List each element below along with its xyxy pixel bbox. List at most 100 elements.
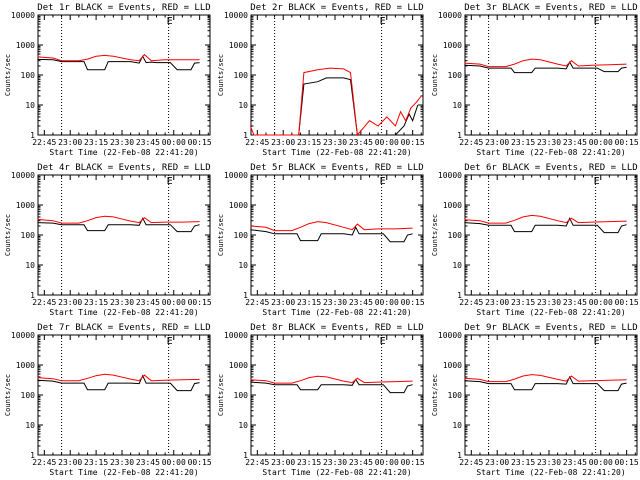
y-tick-label: 100: [21, 71, 36, 80]
events-series-line: [298, 77, 419, 136]
plot-frame: [250, 334, 424, 456]
y-tick-label: 10: [452, 101, 462, 110]
y-tick-label: 1: [457, 291, 462, 300]
x-tick-label: 23:00: [271, 298, 295, 307]
y-tick-label: 10000: [11, 11, 35, 20]
x-tick-label: 00:00: [375, 298, 399, 307]
x-axis-label: Start Time (22-Feb-08 22:41:20): [476, 148, 625, 157]
plot-title: Det 8r BLACK = Events, RED = LLD: [250, 323, 423, 333]
x-axis-label: Start Time (22-Feb-08 22:41:20): [49, 468, 198, 477]
events-series-line: [37, 374, 200, 392]
y-tick-label: 1: [243, 131, 248, 140]
y-tick-label: 10000: [438, 11, 462, 20]
corner-marker: E: [167, 176, 173, 187]
x-tick-label: 00:00: [375, 458, 399, 467]
plot-frame: [37, 174, 211, 296]
x-axis-label: Start Time (22-Feb-08 22:41:20): [262, 468, 411, 477]
x-tick-label: 23:15: [511, 458, 535, 467]
plot-title: Det 4r BLACK = Events, RED = LLD: [37, 163, 210, 173]
y-tick-label: 10: [452, 261, 462, 270]
x-tick-label: 00:00: [375, 138, 399, 147]
y-tick-label: 1000: [229, 41, 248, 50]
x-tick-label: 00:15: [401, 138, 425, 147]
y-axis-label: Counts/sec: [431, 54, 439, 96]
x-tick-label: 22:45: [245, 458, 269, 467]
x-tick-label: 23:00: [58, 458, 82, 467]
x-tick-label: 23:30: [110, 458, 134, 467]
detector-plot-8: Det 8r BLACK = Events, RED = LLD 1 10 100 10…: [217, 323, 425, 477]
y-tick-label: 10: [25, 101, 35, 110]
x-tick-label: 23:30: [537, 298, 561, 307]
x-tick-label: 23:15: [297, 298, 321, 307]
corner-marker: E: [594, 336, 600, 347]
y-axis-label: Counts/sec: [4, 214, 12, 256]
plot-frame: [37, 334, 211, 456]
x-tick-label: 00:15: [615, 458, 639, 467]
events-series-line: [37, 217, 200, 233]
plot-title: Det 5r BLACK = Events, RED = LLD: [250, 163, 423, 173]
x-axis-label: Start Time (22-Feb-08 22:41:20): [476, 468, 625, 477]
y-tick-label: 1000: [443, 201, 462, 210]
lld-series-line: [250, 221, 413, 232]
x-tick-label: 23:00: [58, 138, 82, 147]
y-tick-label: 100: [448, 71, 463, 80]
x-tick-label: 23:15: [84, 458, 108, 467]
y-tick-label: 10: [25, 261, 35, 270]
y-axis-label: Counts/sec: [431, 214, 439, 256]
detector-plot-5: Det 5r BLACK = Events, RED = LLD 1 10 100 10…: [217, 163, 425, 317]
x-tick-label: 23:15: [84, 138, 108, 147]
x-tick-label: 23:00: [485, 298, 509, 307]
y-axis-label: Counts/sec: [217, 214, 225, 256]
x-tick-label: 00:00: [162, 298, 186, 307]
x-tick-label: 23:15: [84, 298, 108, 307]
y-tick-label: 1: [30, 131, 35, 140]
x-tick-label: 23:30: [110, 298, 134, 307]
y-tick-label: 1: [30, 291, 35, 300]
x-tick-label: 22:45: [32, 138, 56, 147]
plot-title: Det 9r BLACK = Events, RED = LLD: [464, 323, 637, 333]
events-series-line: [464, 217, 627, 234]
corner-marker: E: [380, 16, 386, 27]
y-tick-label: 10: [238, 261, 248, 270]
x-tick-label: 22:45: [32, 298, 56, 307]
detector-plot-7: Det 7r BLACK = Events, RED = LLD 1 10 100 10…: [4, 323, 212, 477]
lld-series-line: [37, 215, 200, 224]
y-axis-label: Counts/sec: [217, 54, 225, 96]
y-tick-label: 100: [234, 231, 249, 240]
detector-plot-6: Det 6r BLACK = Events, RED = LLD 1 10 100 10…: [431, 163, 639, 317]
x-tick-label: 22:45: [459, 298, 483, 307]
y-axis-label: Counts/sec: [4, 54, 12, 96]
corner-marker: E: [594, 16, 600, 27]
x-tick-label: 00:15: [615, 138, 639, 147]
detector-plot-2: Det 2r BLACK = Events, RED = LLD 1 10 100 10…: [217, 3, 425, 157]
y-tick-label: 10: [238, 421, 248, 430]
detector-plot-4: Det 4r BLACK = Events, RED = LLD 1 10 100 10…: [4, 163, 212, 317]
x-tick-label: 23:30: [323, 298, 347, 307]
y-tick-label: 1000: [16, 361, 35, 370]
x-axis-label: Start Time (22-Feb-08 22:41:20): [49, 148, 198, 157]
y-tick-label: 100: [448, 391, 463, 400]
x-tick-label: 22:45: [245, 298, 269, 307]
y-tick-label: 1: [243, 291, 248, 300]
lld-series-line: [37, 53, 200, 62]
x-tick-label: 22:45: [32, 458, 56, 467]
y-axis-label: Counts/sec: [4, 374, 12, 416]
x-tick-label: 00:15: [188, 138, 212, 147]
x-tick-label: 23:45: [349, 138, 373, 147]
x-tick-label: 00:15: [188, 458, 212, 467]
y-axis-label: Counts/sec: [431, 374, 439, 416]
x-axis-label: Start Time (22-Feb-08 22:41:20): [262, 308, 411, 317]
plot-frame: [250, 174, 424, 296]
x-tick-label: 23:45: [349, 458, 373, 467]
plot-frame: [37, 14, 211, 136]
y-axis-label: Counts/sec: [217, 374, 225, 416]
plot-frame: [464, 174, 638, 296]
y-tick-label: 10000: [224, 331, 248, 340]
lld-series-line: [249, 67, 422, 137]
x-tick-label: 00:00: [162, 138, 186, 147]
corner-marker: E: [380, 176, 386, 187]
x-tick-label: 00:00: [162, 458, 186, 467]
lld-series-line: [464, 374, 627, 383]
x-tick-label: 00:15: [188, 298, 212, 307]
